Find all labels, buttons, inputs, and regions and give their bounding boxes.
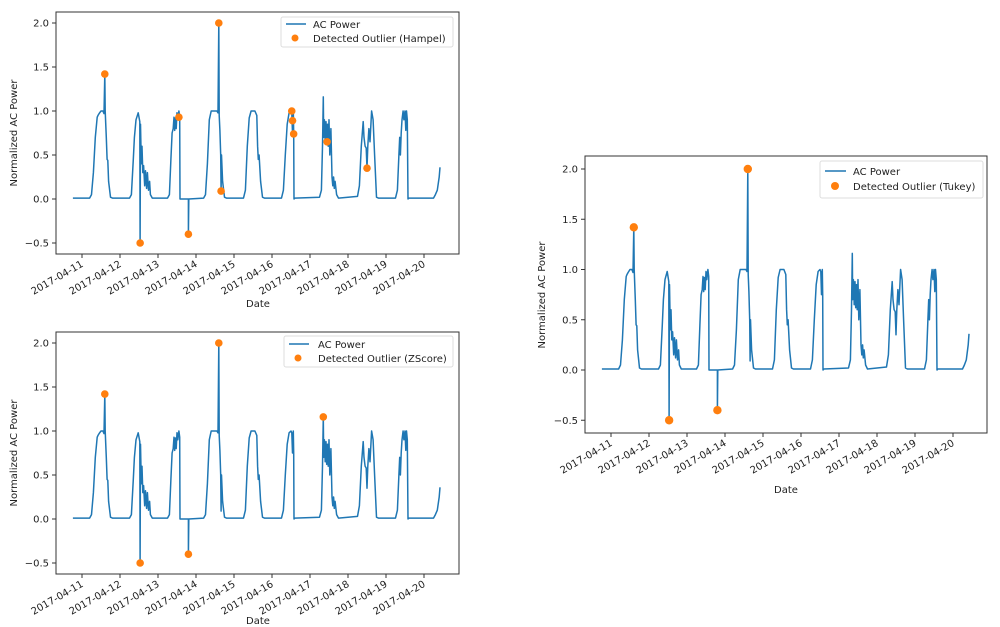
outlier-point	[136, 239, 144, 247]
legend-entry-ac-power: AC Power	[318, 340, 366, 351]
y-tick-label: 1.5	[33, 383, 49, 394]
outlier-point	[289, 130, 298, 138]
legend-entry-ac-power: AC Power	[313, 20, 361, 31]
outlier-point	[184, 550, 193, 558]
y-tick-label: −0.5	[554, 416, 578, 427]
y-tick-label: 0.0	[562, 366, 578, 377]
outlier-point	[184, 230, 193, 238]
y-tick-label: 0.5	[562, 315, 578, 326]
outlier-point	[743, 164, 752, 174]
ac-power-line	[601, 168, 970, 422]
y-tick-label: 1.0	[33, 107, 49, 118]
plot-area	[72, 339, 441, 567]
plot-area	[72, 19, 441, 247]
legend-marker-icon	[831, 182, 839, 190]
plot-area	[601, 164, 970, 425]
outlier-point	[664, 416, 674, 425]
y-tick-label: −0.5	[25, 239, 49, 250]
y-tick-label: 0.5	[33, 471, 49, 482]
chart-tukey: −0.50.00.51.01.52.02017-04-112017-04-122…	[537, 155, 988, 496]
y-tick-label: 1.5	[562, 215, 578, 226]
y-tick-label: 2.0	[33, 19, 49, 30]
legend-entry-outlier: Detected Outlier (Tukey)	[853, 182, 975, 193]
legend-entry-outlier: Detected Outlier (ZScore)	[318, 354, 447, 365]
y-tick-label: 1.0	[33, 427, 49, 438]
outlier-point	[175, 113, 183, 121]
chart-zscore: −0.50.00.51.01.52.02017-04-112017-04-122…	[9, 331, 460, 627]
x-axis-label: Date	[774, 485, 798, 496]
outlier-point	[323, 138, 331, 146]
chart-hampel: −0.50.00.51.01.52.02017-04-112017-04-122…	[9, 11, 460, 310]
y-tick-label: 2.0	[33, 339, 49, 350]
outlier-point	[363, 164, 371, 172]
y-tick-label: 0.0	[33, 195, 49, 206]
x-axis-label: Date	[246, 616, 270, 627]
legend-box	[283, 335, 454, 368]
axes-frame	[584, 155, 988, 434]
outlier-point	[136, 559, 144, 567]
outlier-point	[319, 413, 328, 421]
y-tick-label: 2.0	[562, 165, 578, 176]
y-tick-label: −0.5	[25, 559, 49, 570]
y-axis-label: Normalized AC Power	[9, 399, 20, 507]
x-axis-label: Date	[246, 299, 270, 310]
y-axis-label: Normalized AC Power	[537, 241, 548, 349]
outlier-point	[101, 390, 109, 398]
axes-frame	[55, 331, 460, 575]
y-tick-label: 1.0	[562, 265, 578, 276]
outlier-point	[629, 223, 638, 232]
outlier-point	[217, 187, 225, 195]
axes-frame	[55, 11, 460, 255]
legend-box	[280, 16, 454, 48]
outlier-point	[288, 116, 297, 125]
legend: AC Power Detected Outlier (ZScore)	[283, 335, 454, 368]
ac-power-line	[72, 342, 441, 564]
ac-power-line	[72, 22, 441, 244]
outlier-point	[215, 339, 223, 347]
legend: AC Power Detected Outlier (Tukey)	[819, 160, 984, 199]
outlier-point	[713, 406, 722, 415]
legend-box	[819, 160, 984, 199]
outlier-point	[215, 19, 223, 27]
legend-entry-ac-power: AC Power	[853, 167, 901, 178]
outlier-point	[101, 70, 109, 78]
legend-marker-icon	[291, 34, 299, 42]
legend-entry-outlier: Detected Outlier (Hampel)	[313, 34, 446, 45]
legend: AC Power Detected Outlier (Hampel)	[280, 16, 454, 48]
y-tick-label: 0.5	[33, 151, 49, 162]
legend-marker-icon	[294, 354, 302, 362]
y-axis-label: Normalized AC Power	[9, 79, 20, 187]
outlier-point	[287, 107, 296, 115]
y-tick-label: 1.5	[33, 63, 49, 74]
y-tick-label: 0.0	[33, 515, 49, 526]
